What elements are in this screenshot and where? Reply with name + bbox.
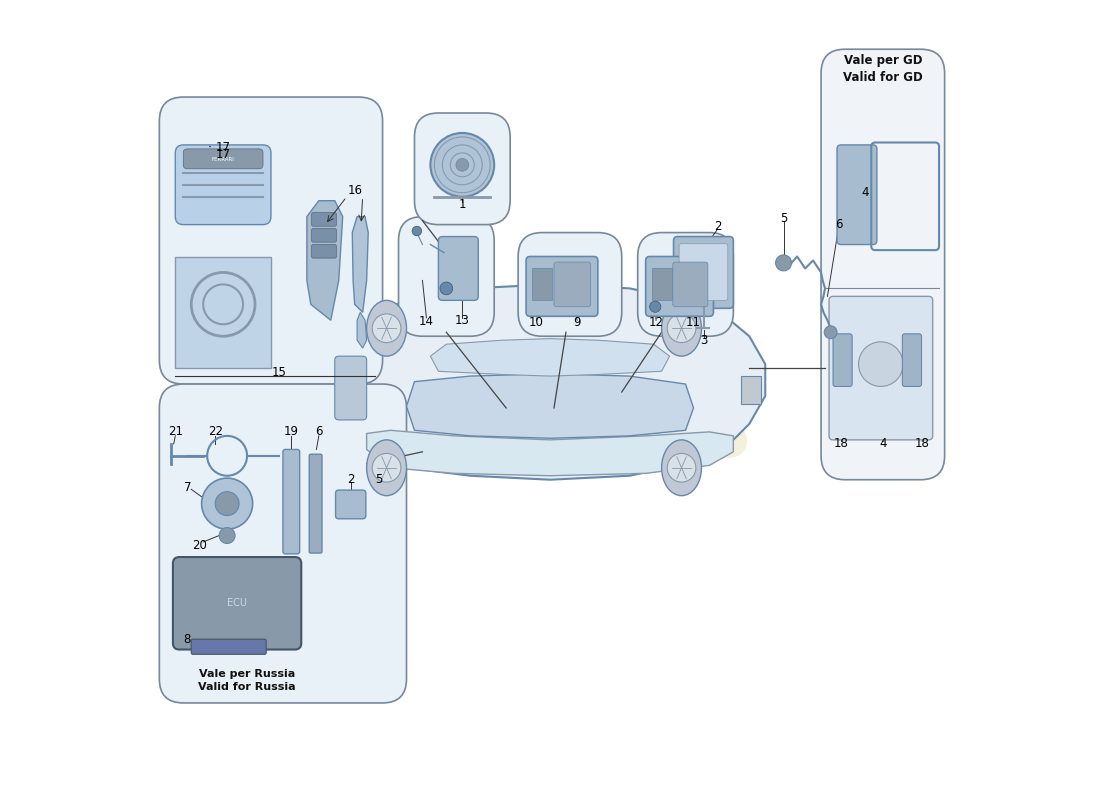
Text: 18: 18 xyxy=(915,438,930,450)
FancyBboxPatch shape xyxy=(638,233,734,336)
Circle shape xyxy=(668,314,696,342)
Ellipse shape xyxy=(661,440,702,496)
FancyBboxPatch shape xyxy=(679,244,728,300)
Text: Vale per GD
Valid for GD: Vale per GD Valid for GD xyxy=(844,54,923,84)
Text: 18: 18 xyxy=(834,438,848,450)
Text: 12: 12 xyxy=(649,316,663,329)
Polygon shape xyxy=(307,201,343,320)
Text: 6: 6 xyxy=(315,426,322,438)
Text: FERRARI: FERRARI xyxy=(211,157,234,162)
FancyBboxPatch shape xyxy=(175,145,271,225)
FancyBboxPatch shape xyxy=(673,237,734,308)
Polygon shape xyxy=(366,430,734,476)
Text: 19: 19 xyxy=(284,426,298,438)
FancyBboxPatch shape xyxy=(311,229,337,242)
FancyBboxPatch shape xyxy=(554,262,591,306)
Text: 20: 20 xyxy=(191,538,207,551)
Text: 17: 17 xyxy=(216,142,231,154)
Text: eurospare
since 1985: eurospare since 1985 xyxy=(327,310,646,490)
FancyBboxPatch shape xyxy=(415,113,510,225)
Text: 4: 4 xyxy=(880,438,887,450)
Circle shape xyxy=(455,158,469,171)
Bar xyxy=(532,269,552,300)
FancyBboxPatch shape xyxy=(311,213,337,226)
Circle shape xyxy=(668,454,696,482)
FancyBboxPatch shape xyxy=(518,233,622,336)
Text: 5: 5 xyxy=(375,474,383,486)
Text: eurospare
since 1985: eurospare since 1985 xyxy=(349,329,751,471)
Ellipse shape xyxy=(366,300,407,356)
Circle shape xyxy=(650,301,661,312)
FancyBboxPatch shape xyxy=(160,97,383,384)
Circle shape xyxy=(201,478,253,529)
FancyBboxPatch shape xyxy=(821,50,945,480)
FancyBboxPatch shape xyxy=(398,217,494,336)
FancyBboxPatch shape xyxy=(646,257,714,316)
FancyBboxPatch shape xyxy=(283,450,299,554)
Polygon shape xyxy=(407,374,693,438)
Polygon shape xyxy=(175,257,271,368)
Text: 2: 2 xyxy=(346,474,354,486)
FancyBboxPatch shape xyxy=(902,334,922,386)
FancyBboxPatch shape xyxy=(439,237,478,300)
Text: ECU: ECU xyxy=(228,598,248,608)
Text: 15: 15 xyxy=(272,366,286,378)
FancyBboxPatch shape xyxy=(829,296,933,440)
Text: 22: 22 xyxy=(208,426,222,438)
FancyBboxPatch shape xyxy=(837,145,877,245)
Text: 10: 10 xyxy=(529,316,543,329)
Text: 16: 16 xyxy=(348,184,362,197)
Circle shape xyxy=(412,226,421,236)
FancyBboxPatch shape xyxy=(833,334,853,386)
Text: 7: 7 xyxy=(184,481,191,494)
FancyBboxPatch shape xyxy=(334,356,366,420)
Bar xyxy=(652,269,672,300)
Text: 8: 8 xyxy=(184,633,191,646)
Circle shape xyxy=(858,342,903,386)
Text: 4: 4 xyxy=(861,186,869,199)
Text: 5: 5 xyxy=(780,212,788,225)
Polygon shape xyxy=(334,285,766,480)
Text: 1: 1 xyxy=(459,198,466,211)
Text: Vale per Russia
Valid for Russia: Vale per Russia Valid for Russia xyxy=(198,669,296,692)
FancyBboxPatch shape xyxy=(184,149,263,169)
Text: 6: 6 xyxy=(835,218,843,231)
Text: 9: 9 xyxy=(573,316,581,329)
Text: 2: 2 xyxy=(714,220,722,233)
Polygon shape xyxy=(358,312,366,348)
Circle shape xyxy=(372,314,400,342)
Circle shape xyxy=(776,255,792,271)
Text: 3: 3 xyxy=(701,334,707,346)
Polygon shape xyxy=(430,338,670,376)
FancyBboxPatch shape xyxy=(160,384,407,703)
FancyBboxPatch shape xyxy=(526,257,597,316)
Circle shape xyxy=(216,492,239,515)
FancyBboxPatch shape xyxy=(309,454,322,553)
Circle shape xyxy=(372,454,400,482)
FancyBboxPatch shape xyxy=(311,245,337,258)
Text: 14: 14 xyxy=(419,315,433,328)
Ellipse shape xyxy=(366,440,407,496)
Ellipse shape xyxy=(661,300,702,356)
Text: 13: 13 xyxy=(455,314,470,326)
Polygon shape xyxy=(352,217,368,312)
FancyBboxPatch shape xyxy=(673,262,708,306)
Text: 11: 11 xyxy=(686,316,701,329)
Circle shape xyxy=(219,527,235,543)
Bar xyxy=(741,376,761,404)
FancyBboxPatch shape xyxy=(191,639,266,654)
Text: 17: 17 xyxy=(210,146,231,161)
FancyBboxPatch shape xyxy=(173,557,301,650)
Circle shape xyxy=(430,133,494,197)
Circle shape xyxy=(824,326,837,338)
FancyBboxPatch shape xyxy=(336,490,366,518)
Text: 21: 21 xyxy=(168,426,183,438)
Circle shape xyxy=(440,282,453,294)
